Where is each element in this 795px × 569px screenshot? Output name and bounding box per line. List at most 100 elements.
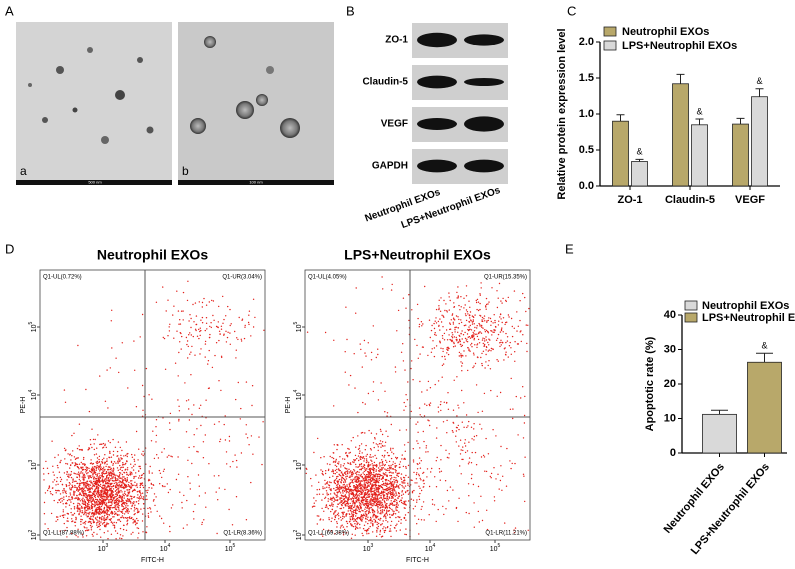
event-dot xyxy=(88,491,91,494)
event-dot xyxy=(403,458,405,460)
event-dot xyxy=(410,498,413,500)
event-dot xyxy=(396,474,398,477)
event-dot xyxy=(459,335,461,337)
event-dot xyxy=(356,495,359,497)
event-dot xyxy=(117,485,119,487)
event-dot xyxy=(88,513,90,515)
event-dot xyxy=(78,474,81,477)
event-dot xyxy=(426,404,428,407)
event-dot xyxy=(66,536,68,538)
event-dot xyxy=(190,374,192,376)
event-dot xyxy=(441,314,443,316)
event-dot xyxy=(65,506,67,508)
event-dot xyxy=(228,508,230,511)
event-dot xyxy=(380,474,382,477)
event-dot xyxy=(112,467,115,469)
event-dot xyxy=(416,344,418,347)
y-tick-label: 0.0 xyxy=(579,180,594,192)
event-dot xyxy=(400,494,403,496)
event-dot xyxy=(385,469,387,471)
event-dot xyxy=(327,500,329,502)
event-dot xyxy=(391,477,393,479)
event-dot xyxy=(324,496,327,498)
event-dot xyxy=(516,311,518,313)
event-dot xyxy=(74,465,76,467)
event-dot xyxy=(368,474,370,476)
event-dot xyxy=(502,297,504,300)
event-dot xyxy=(371,487,373,489)
event-dot xyxy=(478,342,481,344)
event-dot xyxy=(379,469,382,471)
event-dot xyxy=(63,490,65,492)
event-dot xyxy=(379,531,381,533)
event-dot xyxy=(71,486,74,489)
event-dot xyxy=(161,451,163,453)
event-dot xyxy=(119,484,121,487)
event-dot xyxy=(377,399,380,401)
event-dot xyxy=(83,490,86,492)
event-dot xyxy=(511,462,513,465)
event-dot xyxy=(358,452,361,454)
event-dot xyxy=(485,437,487,440)
event-dot xyxy=(240,340,243,342)
event-dot xyxy=(105,498,107,500)
event-dot xyxy=(104,400,107,402)
event-dot xyxy=(448,296,450,298)
event-dot xyxy=(365,475,367,477)
event-dot xyxy=(372,503,374,505)
event-dot xyxy=(115,498,117,501)
event-dot xyxy=(407,489,409,492)
event-dot xyxy=(109,474,111,477)
event-dot xyxy=(498,320,500,322)
event-dot xyxy=(180,332,182,335)
event-dot xyxy=(96,466,98,469)
event-dot xyxy=(73,472,75,474)
event-dot xyxy=(366,486,369,489)
event-dot xyxy=(69,499,71,501)
event-dot xyxy=(116,493,118,495)
event-dot xyxy=(102,472,104,475)
event-dot xyxy=(84,481,86,484)
event-dot xyxy=(491,287,493,289)
event-dot xyxy=(157,457,160,459)
event-dot xyxy=(331,517,333,519)
event-dot xyxy=(62,516,65,519)
event-dot xyxy=(384,445,386,447)
event-dot xyxy=(75,486,77,488)
event-dot xyxy=(116,479,118,482)
event-dot xyxy=(337,480,339,482)
event-dot xyxy=(101,495,103,498)
event-dot xyxy=(345,478,348,480)
event-dot xyxy=(116,486,118,489)
event-dot xyxy=(386,461,388,463)
event-dot xyxy=(109,495,111,497)
event-dot xyxy=(223,423,225,426)
event-dot xyxy=(375,469,377,471)
event-dot xyxy=(124,493,127,496)
event-dot xyxy=(373,480,375,482)
event-dot xyxy=(383,500,386,502)
event-dot xyxy=(458,304,460,307)
event-dot xyxy=(463,350,465,352)
event-dot xyxy=(472,366,474,369)
event-dot xyxy=(103,510,105,513)
event-dot xyxy=(343,528,346,531)
event-dot xyxy=(373,518,375,521)
event-dot xyxy=(391,497,393,499)
event-dot xyxy=(95,498,97,501)
event-dot xyxy=(504,347,506,349)
event-dot xyxy=(106,523,108,525)
event-dot xyxy=(436,456,438,459)
event-dot xyxy=(451,430,454,432)
event-dot xyxy=(525,310,527,313)
event-dot xyxy=(385,519,387,522)
event-dot xyxy=(121,469,123,472)
event-dot xyxy=(332,505,334,507)
event-dot xyxy=(59,476,62,479)
event-dot xyxy=(502,317,505,319)
event-dot xyxy=(374,489,376,492)
event-dot xyxy=(204,329,206,332)
event-dot xyxy=(388,471,391,474)
event-dot xyxy=(128,510,130,513)
event-dot xyxy=(446,432,448,434)
